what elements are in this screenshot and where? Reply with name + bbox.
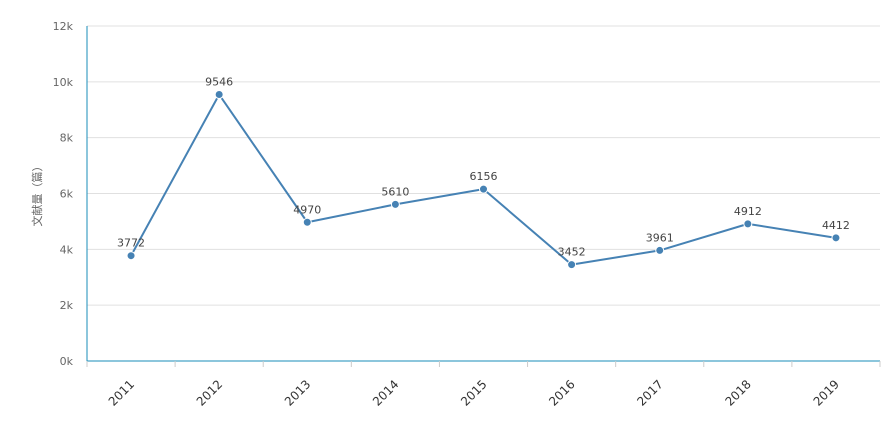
axes xyxy=(86,26,880,362)
data-label: 4912 xyxy=(734,205,762,218)
x-tick-label: 2017 xyxy=(634,377,665,408)
x-tick-label: 2015 xyxy=(458,377,489,408)
x-tick-label: 2011 xyxy=(106,377,137,408)
y-tick-label: 4k xyxy=(60,243,74,256)
data-point[interactable] xyxy=(390,199,400,209)
series-documents xyxy=(126,90,841,270)
data-labels: 3772 9546 4970 5610 6156 3452 3961 4912 4412 xyxy=(117,76,850,259)
grid-lines xyxy=(87,25,880,306)
data-label: 4970 xyxy=(293,203,321,216)
y-tick-label: 6k xyxy=(60,188,74,201)
y-tick-label: 8k xyxy=(60,132,74,145)
data-point[interactable] xyxy=(567,260,577,270)
x-tick-label: 2013 xyxy=(282,377,313,408)
data-point[interactable] xyxy=(126,251,136,261)
y-axis-ticks: 0k 2k 4k 6k 8k 10k 12k xyxy=(53,20,74,368)
y-tick-label: 10k xyxy=(53,76,74,89)
data-point[interactable] xyxy=(302,217,312,227)
data-label: 9546 xyxy=(205,76,233,89)
data-point[interactable] xyxy=(214,90,224,100)
x-tick-label: 2012 xyxy=(194,377,225,408)
x-tick-label: 2014 xyxy=(370,377,401,408)
y-tick-label: 12k xyxy=(53,20,74,33)
x-tick-label: 2016 xyxy=(546,377,577,408)
x-tick-label: 2018 xyxy=(722,377,753,408)
data-label: 3961 xyxy=(646,231,674,244)
data-label: 3772 xyxy=(117,237,145,250)
data-point[interactable] xyxy=(743,219,753,229)
data-point[interactable] xyxy=(831,233,841,243)
data-label: 5610 xyxy=(381,185,409,198)
y-tick-label: 0k xyxy=(60,355,74,368)
data-label: 4412 xyxy=(822,219,850,232)
y-axis-title: 文献量（篇） xyxy=(30,161,44,227)
data-point[interactable] xyxy=(479,184,488,194)
x-tick-label: 2019 xyxy=(811,377,842,408)
x-axis-ticks: 2011 2012 2013 2014 2015 2016 2017 2018 2019 xyxy=(86,361,881,409)
data-label: 3452 xyxy=(558,246,586,259)
data-label: 6156 xyxy=(470,170,498,183)
y-tick-label: 2k xyxy=(60,299,74,312)
data-point[interactable] xyxy=(655,245,665,255)
